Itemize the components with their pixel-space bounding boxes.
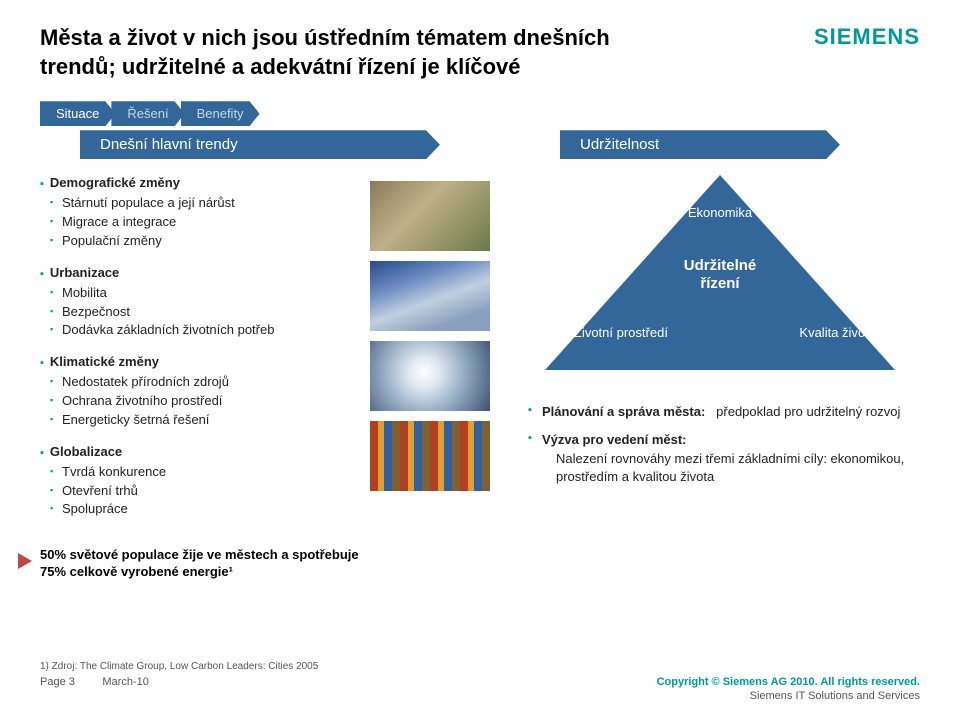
trend-item: Mobilita: [40, 284, 350, 303]
footer-left: Page 3 March-10: [40, 676, 149, 702]
item-bold: Výzva pro vedení měst:: [542, 432, 687, 447]
subtitle-right: Udržitelnost: [560, 130, 840, 159]
content-row: Demografické změny Stárnutí populace a j…: [0, 159, 960, 533]
trend-group: Urbanizace Mobilita Bezpečnost Dodávka z…: [40, 265, 350, 341]
trend-item: Spolupráce: [40, 500, 350, 519]
sustainability-item: Výzva pro vedení měst: Nalezení rovnováh…: [528, 431, 920, 486]
triangle-top-label: Ekonomika: [688, 205, 752, 220]
trend-item: Energeticky šetrná řešení: [40, 411, 350, 430]
page-number: Page 3: [40, 676, 75, 688]
subtitle-left: Dnešní hlavní trendy: [80, 130, 440, 159]
sustainability-column: Ekonomika Udržitelné řízení Životní pros…: [520, 175, 920, 533]
trend-group-title: Klimatické změny: [40, 354, 350, 369]
triangle-center-label: Udržitelné řízení: [684, 257, 757, 293]
page-title: Města a život v nich jsou ústředním téma…: [40, 24, 660, 81]
subtitle-bar: Dnešní hlavní trendy Udržitelnost: [0, 130, 960, 159]
trend-group: Klimatické změny Nedostatek přírodních z…: [40, 354, 350, 430]
footer: Page 3 March-10 Copyright © Siemens AG 2…: [0, 676, 960, 702]
thumbnail-column: [370, 175, 500, 533]
sustainability-bullets: Plánování a správa města: předpoklad pro…: [520, 403, 920, 486]
callout-arrow-icon: [18, 553, 32, 569]
trend-item: Stárnutí populace a její nárůst: [40, 194, 350, 213]
trend-item: Bezpečnost: [40, 303, 350, 322]
item-bold: Plánování a správa města:: [542, 404, 705, 419]
thumbnail-urbanization: [370, 261, 490, 331]
thumbnail-climate: [370, 341, 490, 411]
callout-line1: 50% světové populace žije ve městech a s…: [40, 547, 359, 562]
trend-item: Dodávka základních životních potřeb: [40, 321, 350, 340]
tab-reseni[interactable]: Řešení: [111, 101, 184, 126]
trend-item: Populační změny: [40, 232, 350, 251]
item-sub: Nalezení rovnováhy mezi třemi základními…: [542, 450, 920, 486]
callout-line2: 75% celkově vyrobené energie¹: [40, 564, 233, 579]
footer-right: Copyright © Siemens AG 2010. All rights …: [657, 676, 920, 702]
thumbnail-globalization: [370, 421, 490, 491]
footer-date: March-10: [102, 676, 148, 688]
slide: Města a život v nich jsou ústředním téma…: [0, 0, 960, 716]
tab-bar: Situace Řešení Benefity: [0, 101, 960, 126]
triangle-center-line1: Udržitelné: [684, 257, 757, 274]
item-rest: předpoklad pro udržitelný rozvoj: [716, 404, 900, 419]
footnote: 1) Zdroj: The Climate Group, Low Carbon …: [40, 661, 318, 672]
sustainability-item: Plánování a správa města: předpoklad pro…: [528, 403, 920, 421]
trend-group: Demografické změny Stárnutí populace a j…: [40, 175, 350, 251]
thumbnail-demographics: [370, 181, 490, 251]
trend-item: Ochrana životního prostředí: [40, 392, 350, 411]
copyright: Copyright © Siemens AG 2010. All rights …: [657, 676, 920, 688]
trends-column: Demografické změny Stárnutí populace a j…: [40, 175, 350, 533]
trend-group-title: Demografické změny: [40, 175, 350, 190]
trend-item: Migrace a integrace: [40, 213, 350, 232]
triangle-right-label: Kvalita života: [799, 325, 876, 340]
trend-item: Tvrdá konkurence: [40, 463, 350, 482]
header: Města a život v nich jsou ústředním téma…: [0, 0, 960, 89]
trend-item: Nedostatek přírodních zdrojů: [40, 373, 350, 392]
triangle-left-label: Životní prostředí: [574, 325, 668, 340]
siemens-logo: SIEMENS: [814, 24, 920, 50]
trend-item: Otevření trhů: [40, 482, 350, 501]
triangle-center-line2: řízení: [700, 275, 739, 292]
sustainability-triangle: Ekonomika Udržitelné řízení Životní pros…: [530, 175, 910, 385]
trend-group: Globalizace Tvrdá konkurence Otevření tr…: [40, 444, 350, 520]
trend-group-title: Urbanizace: [40, 265, 350, 280]
callout-text: 50% světové populace žije ve městech a s…: [40, 547, 359, 581]
tab-situace[interactable]: Situace: [40, 101, 115, 126]
trend-group-title: Globalizace: [40, 444, 350, 459]
division: Siemens IT Solutions and Services: [657, 690, 920, 702]
tab-benefity[interactable]: Benefity: [181, 101, 260, 126]
callout: 50% světové populace žije ve městech a s…: [40, 547, 359, 581]
